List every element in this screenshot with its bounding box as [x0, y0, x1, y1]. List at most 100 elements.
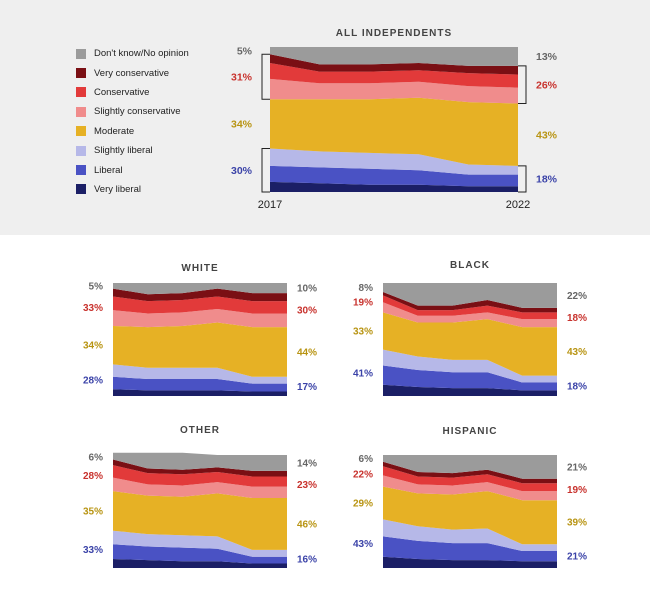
area-moderate: [383, 312, 557, 376]
label-2022-moderate: 46%: [297, 519, 317, 530]
legend-item-very-liberal: Very liberal: [76, 180, 189, 199]
label-2017-dont-know: 8%: [359, 283, 374, 294]
bracket-2017-liberal-total: [261, 148, 270, 193]
label-2022-dont-know: 14%: [297, 458, 317, 469]
label-2017-moderate: 34%: [83, 341, 103, 352]
label-2022-dont-know: 10%: [297, 284, 317, 295]
label-2017-conservative-total: 28%: [83, 471, 103, 482]
label-2022-liberal-total: 18%: [567, 381, 587, 392]
label-2017-dont-know: 5%: [237, 45, 253, 57]
label-2022-conservative-total: 30%: [297, 306, 317, 317]
legend-item-dont-know: Don't know/No opinion: [76, 44, 189, 63]
legend-item-very-conservative: Very conservative: [76, 63, 189, 82]
label-2017-liberal-total: 41%: [353, 368, 373, 379]
label-2017-moderate: 35%: [83, 506, 103, 517]
legend: Don't know/No opinion Very conservative …: [76, 44, 189, 199]
legend-label-slightly-conservative: Slightly conservative: [94, 106, 181, 118]
legend-label-very-liberal: Very liberal: [94, 183, 141, 195]
area-very-liberal: [383, 384, 557, 396]
legend-label-slightly-liberal: Slightly liberal: [94, 145, 153, 157]
bracket-2017-conservative-total: [261, 53, 270, 100]
label-2022-liberal-total: 21%: [567, 552, 587, 563]
label-2022-conservative-total: 18%: [567, 313, 587, 324]
legend-swatch-dont-know: [76, 48, 86, 59]
x-tick-start: 2017: [258, 199, 282, 211]
area-moderate: [113, 491, 287, 550]
x-tick-end: 2022: [506, 199, 530, 211]
label-2022-liberal-total: 16%: [297, 554, 317, 565]
legend-swatch-moderate: [76, 126, 86, 137]
area-dont-know: [113, 283, 287, 295]
area-conservative: [383, 466, 557, 492]
area-dont-know: [383, 455, 557, 479]
legend-item-slightly-liberal: Slightly liberal: [76, 141, 189, 160]
chart-title: ALL INDEPENDENTS: [336, 28, 452, 39]
area-liberal: [270, 165, 518, 187]
label-2022-liberal-total: 17%: [297, 382, 317, 393]
label-2022-moderate: 39%: [567, 518, 587, 529]
area-very-conservative: [113, 459, 287, 477]
label-2017-conservative-total: 31%: [231, 71, 253, 83]
label-2022-moderate: 43%: [567, 347, 587, 358]
legend-item-moderate: Moderate: [76, 122, 189, 141]
chart-title: HISPANIC: [442, 426, 497, 437]
area-dont-know: [113, 452, 287, 471]
area-dont-know: [270, 47, 518, 66]
label-2017-liberal-total: 30%: [231, 165, 253, 177]
area-very-conservative: [383, 461, 557, 484]
legend-label-dont-know: Don't know/No opinion: [94, 48, 189, 60]
area-slightly-liberal: [270, 148, 518, 175]
label-2022-conservative-total: 26%: [536, 79, 558, 91]
label-2022-dont-know: 22%: [567, 291, 587, 302]
area-slightly-conservative: [383, 475, 557, 501]
chart-title: BLACK: [450, 260, 490, 271]
area-liberal: [383, 365, 557, 391]
label-2017-liberal-total: 28%: [83, 376, 103, 387]
bracket-2022-conservative-total: [518, 65, 527, 105]
area-very-conservative: [383, 292, 557, 313]
area-liberal: [113, 376, 287, 392]
legend-swatch-slightly-conservative: [76, 106, 86, 117]
legend-label-moderate: Moderate: [94, 125, 135, 137]
label-2017-dont-know: 6%: [89, 453, 104, 464]
label-2017-conservative-total: 19%: [353, 298, 373, 309]
label-2017-dont-know: 6%: [359, 454, 374, 465]
label-2017-conservative-total: 22%: [353, 470, 373, 481]
legend-item-liberal: Liberal: [76, 160, 189, 179]
area-conservative: [383, 295, 557, 320]
label-2022-conservative-total: 19%: [567, 485, 587, 496]
legend-swatch-liberal: [76, 165, 86, 176]
area-conservative: [113, 296, 287, 314]
area-slightly-liberal: [113, 364, 287, 384]
label-2017-liberal-total: 43%: [353, 539, 373, 550]
legend-label-liberal: Liberal: [94, 164, 123, 176]
label-2022-moderate: 43%: [536, 129, 558, 141]
legend-label-very-conservative: Very conservative: [94, 67, 169, 79]
area-conservative: [270, 62, 518, 88]
chart-title: WHITE: [181, 263, 218, 274]
area-very-liberal: [383, 556, 557, 568]
area-slightly-conservative: [383, 302, 557, 328]
chart-all-independents: 5% 31% 34% 30% 13% 26% 43% 18% ALL INDEPENDENTS 2…: [231, 28, 558, 211]
area-liberal: [113, 544, 287, 564]
area-conservative: [113, 465, 287, 487]
legend-label-conservative: Conservative: [94, 86, 150, 98]
label-2017-conservative-total: 33%: [83, 303, 103, 314]
area-moderate: [113, 322, 287, 377]
area-liberal: [383, 536, 557, 562]
legend-swatch-very-conservative: [76, 68, 86, 79]
label-2017-dont-know: 5%: [89, 281, 104, 292]
label-2017-liberal-total: 33%: [83, 545, 103, 556]
area-slightly-conservative: [113, 308, 287, 328]
area-very-liberal: [113, 389, 287, 396]
label-2022-liberal-total: 18%: [536, 174, 558, 186]
area-very-conservative: [270, 54, 518, 75]
area-slightly-liberal: [383, 519, 557, 552]
legend-swatch-slightly-liberal: [76, 145, 86, 156]
label-2017-moderate: 33%: [353, 327, 373, 338]
area-slightly-liberal: [383, 349, 557, 383]
